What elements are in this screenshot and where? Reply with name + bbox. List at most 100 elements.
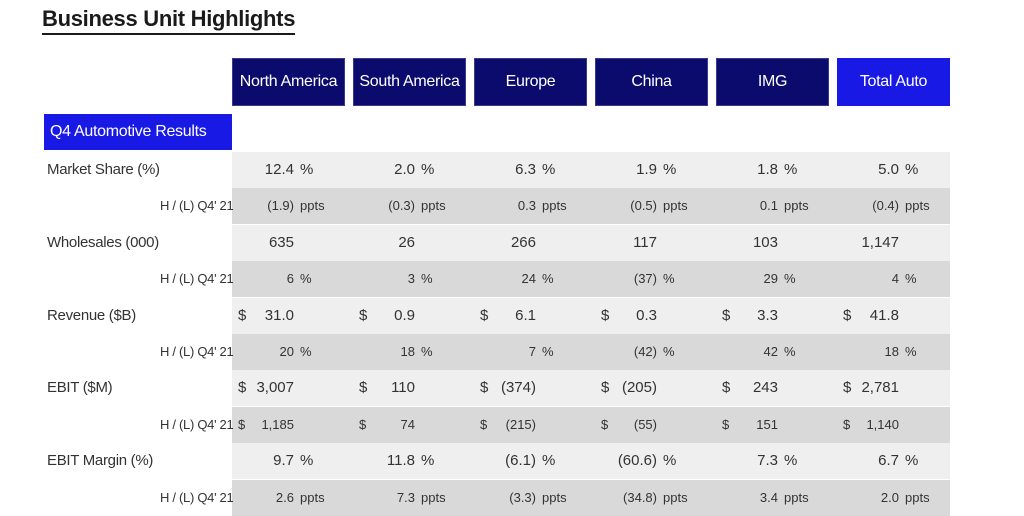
table-cell: (0.3) ppts <box>353 188 469 224</box>
row-band <box>232 443 950 480</box>
cell-value: 6.3 <box>515 161 536 178</box>
cell-value: 117 <box>633 233 657 251</box>
cell-unit: % <box>542 161 556 178</box>
table-cell: $31.0 <box>232 298 348 334</box>
cell-unit: % <box>542 271 554 287</box>
cell-unit: % <box>542 344 554 359</box>
cell-value: 3.3 <box>757 306 778 324</box>
table-cell: (6.1)% <box>474 443 590 479</box>
cell-value: 74 <box>400 416 415 432</box>
currency-symbol: $ <box>480 379 489 397</box>
table-cell: (34.8) ppts <box>595 480 711 516</box>
table-cell: (60.6)% <box>595 443 711 479</box>
table-cell: (37)% <box>595 261 711 297</box>
table-cell: 6% <box>232 261 348 297</box>
cell-unit: ppts <box>542 198 567 214</box>
cell-unit: % <box>905 161 919 178</box>
table-cell: 29% <box>716 261 832 297</box>
cell-unit: % <box>784 452 798 470</box>
cell-value: 1.9 <box>636 161 657 178</box>
cell-unit: ppts <box>905 489 930 505</box>
row-sublabel: H / (L) Q4' 21 <box>160 198 234 214</box>
column-header-south-america: South America <box>353 58 466 106</box>
currency-symbol: $ <box>359 416 367 432</box>
currency-symbol: $ <box>601 306 610 324</box>
cell-value: 2.0 <box>394 161 415 178</box>
table-cell: $1,140 <box>837 407 953 443</box>
cell-unit: % <box>421 271 433 287</box>
cell-value: 266 <box>510 233 536 251</box>
cell-value: 29 <box>763 271 778 287</box>
cell-value: 18 <box>884 344 899 359</box>
table-cell: (0.4) ppts <box>837 188 953 224</box>
row-band <box>232 152 950 188</box>
cell-unit: ppts <box>663 489 688 505</box>
cell-value: 26 <box>398 233 415 251</box>
cell-value: 0.1 <box>759 198 778 214</box>
row-band <box>232 224 950 261</box>
cell-value: (215) <box>505 416 536 432</box>
column-header-china: China <box>595 58 708 106</box>
cell-value: 20 <box>279 344 294 359</box>
table-cell: 0.3 ppts <box>474 188 590 224</box>
cell-unit: % <box>421 452 435 470</box>
table-cell: (1.9) ppts <box>232 188 348 224</box>
currency-symbol: $ <box>601 379 610 397</box>
cell-unit: % <box>542 452 556 470</box>
cell-value: 3.4 <box>759 489 778 505</box>
row-label: EBIT Margin (%) <box>47 452 154 470</box>
table-cell: $ (55) <box>595 407 711 443</box>
table-cell: $3.3 <box>716 298 832 334</box>
table-cell: 11.8% <box>353 443 469 479</box>
table-cell: 4% <box>837 261 953 297</box>
cell-value: 7.3 <box>396 489 415 505</box>
row-sublabel: H / (L) Q4' 21 <box>160 271 234 287</box>
cell-value: 18 <box>400 344 415 359</box>
cell-value: 11.8 <box>386 452 415 470</box>
row-label: Revenue ($B) <box>47 306 136 324</box>
cell-value: 6.7 <box>878 452 899 470</box>
currency-symbol: $ <box>480 306 489 324</box>
cell-value: 6 <box>286 271 294 287</box>
currency-symbol: $ <box>480 416 488 432</box>
cell-value: 9.7 <box>273 452 294 470</box>
cell-value: 1,140 <box>866 416 899 432</box>
table-cell: $41.8 <box>837 298 953 334</box>
row-label: Wholesales (000) <box>47 233 159 251</box>
table-cell: 117 <box>595 225 711 261</box>
cell-value: (55) <box>633 416 657 432</box>
cell-unit: % <box>421 161 435 178</box>
row-band <box>232 261 950 298</box>
table-cell: 266 <box>474 225 590 261</box>
cell-unit: ppts <box>905 198 930 214</box>
table-cell: 18% <box>353 334 469 370</box>
cell-value: 31.0 <box>264 306 294 324</box>
cell-value: (0.3) <box>388 198 415 214</box>
table-cell: $ (374) <box>474 370 590 406</box>
cell-unit: ppts <box>300 198 325 214</box>
cell-value: 1,185 <box>261 416 294 432</box>
currency-symbol: $ <box>843 416 851 432</box>
cell-value: (60.6) <box>617 452 657 470</box>
table-cell: 6.7% <box>837 443 953 479</box>
cell-value: (6.1) <box>505 452 536 470</box>
table-cell: $0.9 <box>353 298 469 334</box>
table-cell: 18% <box>837 334 953 370</box>
column-header-total-auto: Total Auto <box>837 58 950 106</box>
table-cell: 20% <box>232 334 348 370</box>
column-header-north-america: North America <box>232 58 345 106</box>
currency-symbol: $ <box>601 416 609 432</box>
table-cell: 0.1 ppts <box>716 188 832 224</box>
table-cell: 7.3 ppts <box>353 480 469 516</box>
row-band <box>232 479 950 516</box>
currency-symbol: $ <box>722 306 731 324</box>
cell-value: 2.0 <box>880 489 899 505</box>
table-cell: $1,185 <box>232 407 348 443</box>
table-cell: $0.3 <box>595 298 711 334</box>
cell-unit: ppts <box>784 489 809 505</box>
cell-value: (205) <box>621 379 657 397</box>
cell-value: (374) <box>500 379 536 397</box>
cell-unit: % <box>784 271 796 287</box>
cell-unit: ppts <box>542 489 567 505</box>
cell-value: 1,147 <box>861 233 899 251</box>
